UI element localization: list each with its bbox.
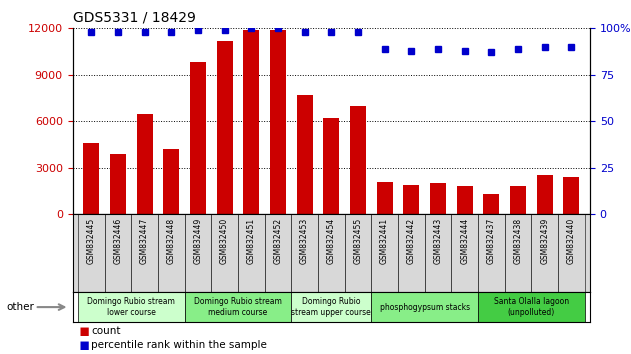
Text: GSM832449: GSM832449: [194, 218, 203, 264]
Text: GSM832453: GSM832453: [300, 218, 309, 264]
Bar: [451, 214, 478, 292]
Bar: [83, 143, 99, 214]
Bar: [190, 62, 206, 214]
Bar: [403, 185, 419, 214]
Text: Domingo Rubio stream
medium course: Domingo Rubio stream medium course: [194, 297, 282, 317]
Bar: [505, 214, 531, 292]
Text: GSM832455: GSM832455: [353, 218, 362, 264]
Bar: [185, 214, 211, 292]
Text: GSM832448: GSM832448: [167, 218, 176, 264]
Bar: [371, 214, 398, 292]
Bar: [136, 114, 153, 214]
Text: GSM832445: GSM832445: [86, 218, 96, 264]
Text: GSM832442: GSM832442: [407, 218, 416, 264]
Bar: [264, 214, 292, 292]
Bar: [158, 214, 185, 292]
Text: other: other: [6, 302, 34, 312]
Bar: [558, 214, 585, 292]
Text: phosphogypsum stacks: phosphogypsum stacks: [380, 303, 469, 312]
Text: GDS5331 / 18429: GDS5331 / 18429: [73, 11, 196, 25]
Text: ▪: ▪: [79, 336, 90, 354]
Bar: [531, 214, 558, 292]
Bar: [270, 30, 286, 214]
Bar: [350, 106, 366, 214]
Bar: [377, 182, 392, 214]
Bar: [478, 292, 585, 322]
Bar: [238, 214, 264, 292]
Text: Santa Olalla lagoon
(unpolluted): Santa Olalla lagoon (unpolluted): [493, 297, 569, 317]
Bar: [244, 30, 259, 214]
Bar: [163, 149, 179, 214]
Bar: [536, 176, 553, 214]
Text: GSM832441: GSM832441: [380, 218, 389, 264]
Bar: [478, 214, 505, 292]
Bar: [318, 214, 345, 292]
Bar: [211, 214, 238, 292]
Bar: [510, 186, 526, 214]
Bar: [457, 186, 473, 214]
Bar: [185, 292, 292, 322]
Text: GSM832451: GSM832451: [247, 218, 256, 264]
Text: Domingo Rubio stream
lower course: Domingo Rubio stream lower course: [87, 297, 175, 317]
Text: GSM832437: GSM832437: [487, 218, 496, 264]
Text: GSM832444: GSM832444: [460, 218, 469, 264]
Bar: [563, 177, 579, 214]
Bar: [105, 214, 131, 292]
Text: GSM832447: GSM832447: [140, 218, 149, 264]
Text: Domingo Rubio
stream upper course: Domingo Rubio stream upper course: [292, 297, 371, 317]
Bar: [297, 95, 312, 214]
Bar: [110, 154, 126, 214]
Text: GSM832438: GSM832438: [514, 218, 522, 264]
Bar: [430, 183, 446, 214]
Text: GSM832446: GSM832446: [114, 218, 122, 264]
Bar: [292, 292, 371, 322]
Text: GSM832450: GSM832450: [220, 218, 229, 264]
Bar: [78, 292, 185, 322]
Text: GSM832443: GSM832443: [433, 218, 442, 264]
Text: ▪: ▪: [79, 322, 90, 340]
Bar: [345, 214, 371, 292]
Text: percentile rank within the sample: percentile rank within the sample: [91, 340, 268, 350]
Text: GSM832452: GSM832452: [273, 218, 283, 264]
Text: GSM832439: GSM832439: [540, 218, 549, 264]
Bar: [323, 118, 339, 214]
Bar: [78, 214, 105, 292]
Bar: [131, 214, 158, 292]
Bar: [483, 194, 499, 214]
Text: GSM832454: GSM832454: [327, 218, 336, 264]
Bar: [425, 214, 451, 292]
Text: GSM832440: GSM832440: [567, 218, 576, 264]
Bar: [292, 214, 318, 292]
Bar: [371, 292, 478, 322]
Bar: [216, 41, 233, 214]
Bar: [398, 214, 425, 292]
Text: count: count: [91, 326, 121, 336]
